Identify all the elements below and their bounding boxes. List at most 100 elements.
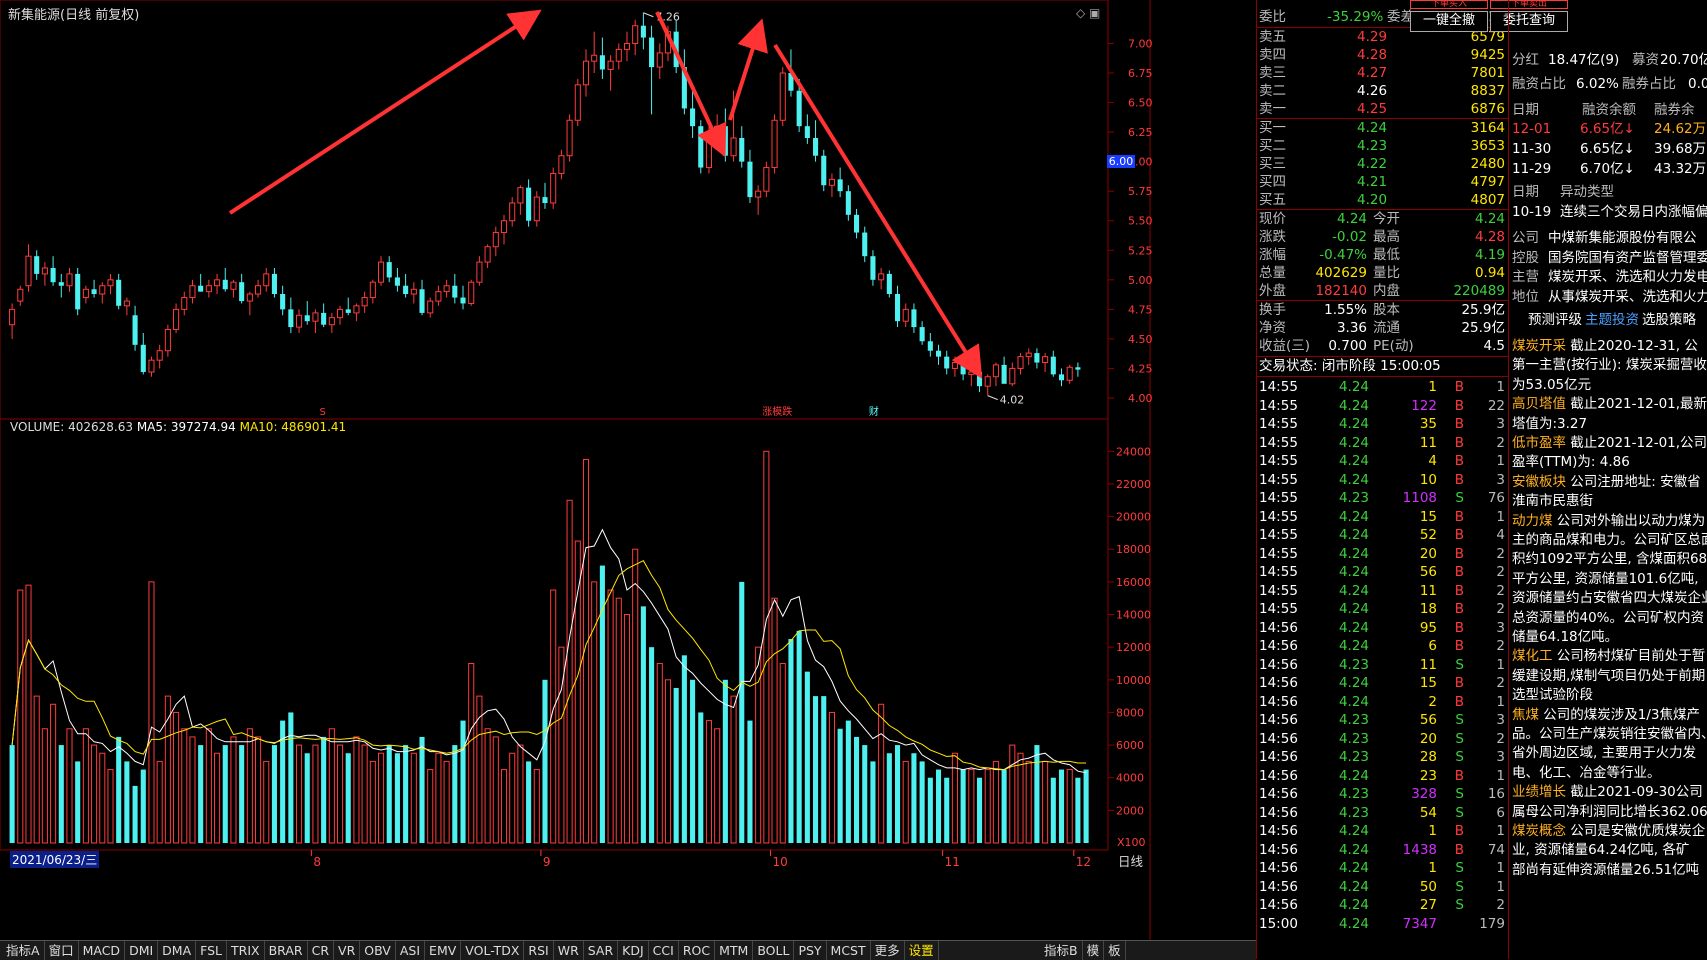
theme-text: 第一主营(按行业): 煤炭采掘营收	[1512, 357, 1707, 374]
tick-price: 4.24	[1338, 527, 1369, 543]
indicator-tab-20[interactable]: MTM	[715, 941, 754, 960]
buy-order-button[interactable]: 下单买入	[1410, 0, 1488, 9]
tick-time: 14:55	[1259, 397, 1298, 414]
info-tab-1[interactable]: 主题投资	[1585, 312, 1639, 328]
indicator-tab-9[interactable]: VR	[334, 941, 361, 960]
candle-body	[1042, 356, 1049, 364]
sell-level-price: 4.25	[1357, 101, 1388, 117]
indicator-tab-1[interactable]: 窗口	[45, 941, 79, 960]
indicator-tab-8[interactable]: CR	[308, 941, 335, 960]
sell-level-price: 4.26	[1357, 83, 1388, 99]
company-key: 地位	[1512, 288, 1539, 305]
indicator-tab-12[interactable]: EMV	[425, 941, 462, 960]
annotation-arrow	[728, 18, 768, 121]
quote-divider	[1257, 209, 1509, 210]
theme-line: 储量64.18亿吨。	[1512, 627, 1618, 647]
tick-price: 4.24	[1338, 860, 1369, 876]
indicator-tab-14[interactable]: RSI	[524, 941, 554, 960]
theme-text: 积约1092平方公里, 含煤面积68	[1512, 551, 1707, 568]
company-key: 控股	[1512, 249, 1539, 266]
company-value: 国务院国有资产监督管理委	[1548, 249, 1707, 266]
indicator-tab-19[interactable]: ROC	[679, 941, 716, 960]
info-tab-0[interactable]: 预测评级	[1528, 312, 1582, 328]
indicator-tab-7[interactable]: BRAR	[265, 941, 308, 960]
volume-bar	[870, 761, 876, 843]
theme-text: 品。公司生产煤炭销往安徽省内、	[1512, 726, 1707, 742]
tick-row: 14:55 4.24 56 B 2	[1257, 563, 1509, 581]
tick-time: 15:00	[1259, 915, 1298, 932]
theme-line: 省外周边区域, 主要用于火力发	[1512, 743, 1696, 763]
tick-row: 14:56 4.24 6 B 2	[1257, 637, 1509, 655]
tick-row: 14:55 4.24 4 B 1	[1257, 452, 1509, 470]
quote-stat-row: 外盘 182140 内盘 220489	[1257, 282, 1509, 300]
volume-bar	[984, 769, 991, 844]
tick-count: 3	[1496, 471, 1505, 488]
period-label[interactable]: 日线	[1118, 854, 1144, 869]
kline-chart-svg[interactable]: 7.00 6.75 6.50 6.25 6.00 5.75 5.50 5.25 5.00 4.75…	[0, 0, 1256, 940]
indicator-tab-22[interactable]: PSY	[794, 941, 827, 960]
tick-side: B	[1454, 823, 1464, 839]
theme-line: 安徽板块 公司注册地址: 安徽省	[1512, 472, 1701, 492]
tick-price: 4.24	[1338, 416, 1369, 432]
indicator-tab-3[interactable]: DMI	[125, 941, 159, 960]
theme-line: 平方公里, 资源储量101.6亿吨,	[1512, 569, 1699, 589]
volume-bar	[492, 736, 499, 844]
candle-body	[828, 178, 835, 186]
indicator-tab-4[interactable]: DMA	[158, 941, 197, 960]
chart-options-icon[interactable]: ◇ ▣	[1076, 6, 1101, 20]
tick-volume: 52	[1419, 527, 1437, 543]
low-pointer	[987, 395, 998, 401]
tick-side: S	[1455, 712, 1464, 728]
indicator-tab-21[interactable]: BOLL	[753, 941, 795, 960]
tick-side: S	[1455, 749, 1464, 765]
indicator-tab-right-1[interactable]: 模	[1083, 941, 1105, 960]
entrust-query-button[interactable]: 委托查询	[1490, 11, 1568, 32]
candle-body	[156, 350, 163, 361]
tick-count: 3	[1496, 749, 1505, 765]
indicator-tab-right-2[interactable]: 板	[1104, 941, 1126, 960]
tick-side: B	[1454, 564, 1464, 580]
indicator-tab-23[interactable]: MCST	[827, 941, 871, 960]
tick-volume: 328	[1411, 786, 1437, 802]
kline-chart-area[interactable]: 7.00 6.75 6.50 6.25 6.00 5.75 5.50 5.25 5.00 4.75…	[0, 0, 1256, 940]
theme-line: 低市盈率 截止2021-12-01,公司	[1512, 433, 1707, 453]
dividend-value: 18.47亿(9)	[1548, 52, 1620, 68]
tick-volume: 28	[1419, 749, 1437, 765]
buy-level-label: 买四	[1259, 174, 1286, 190]
tick-count: 2	[1496, 730, 1505, 747]
indicator-tab-2[interactable]: MACD	[79, 941, 126, 960]
tick-time: 14:55	[1259, 434, 1298, 451]
indicator-tab-24[interactable]: 更多	[871, 941, 905, 960]
indicator-tab-0[interactable]: 指标A	[2, 941, 45, 960]
quote-divider	[1257, 356, 1509, 357]
short-ratio-label: 融券占比	[1622, 76, 1676, 92]
chart-title: 新集能源(日线 前复权)	[8, 8, 140, 23]
tick-price: 4.24	[1338, 897, 1369, 913]
price-tick-label: 6.25	[1128, 126, 1153, 139]
sell-order-button[interactable]: 下单卖出	[1490, 0, 1568, 9]
candle-body	[632, 25, 639, 44]
indicator-tab-17[interactable]: KDJ	[618, 941, 649, 960]
volume-bar	[649, 647, 655, 843]
theme-text: 公司对外输出以动力煤为	[1552, 512, 1706, 529]
indicator-tab-25[interactable]: 设置	[905, 941, 939, 960]
indicator-tab-10[interactable]: OBV	[360, 941, 396, 960]
volume-bar	[698, 712, 704, 843]
volume-bar	[148, 581, 155, 844]
indicator-tab-5[interactable]: FSL	[196, 941, 228, 960]
indicator-tab-6[interactable]: TRIX	[227, 941, 265, 960]
cancel-all-button[interactable]: 一键全撤	[1410, 11, 1488, 32]
candle-body	[427, 300, 434, 314]
indicator-tab-13[interactable]: VOL-TDX	[461, 941, 525, 960]
indicator-tab-right-0[interactable]: 指标B	[1040, 941, 1083, 960]
indicator-tab-15[interactable]: WR	[554, 941, 584, 960]
volume-bar	[919, 761, 925, 843]
tick-row: 14:55 4.24 20 B 2	[1257, 545, 1509, 563]
info-tab-2[interactable]: 选股策略	[1642, 312, 1696, 328]
theme-text: 电、化工、冶金等行业。	[1512, 764, 1661, 781]
indicator-tab-18[interactable]: CCI	[649, 941, 679, 960]
indicator-tab-16[interactable]: SAR	[584, 941, 619, 960]
indicator-tab-11[interactable]: ASI	[396, 941, 426, 960]
theme-text: 省外周边区域, 主要用于火力发	[1512, 745, 1697, 762]
tick-side: S	[1455, 860, 1464, 876]
